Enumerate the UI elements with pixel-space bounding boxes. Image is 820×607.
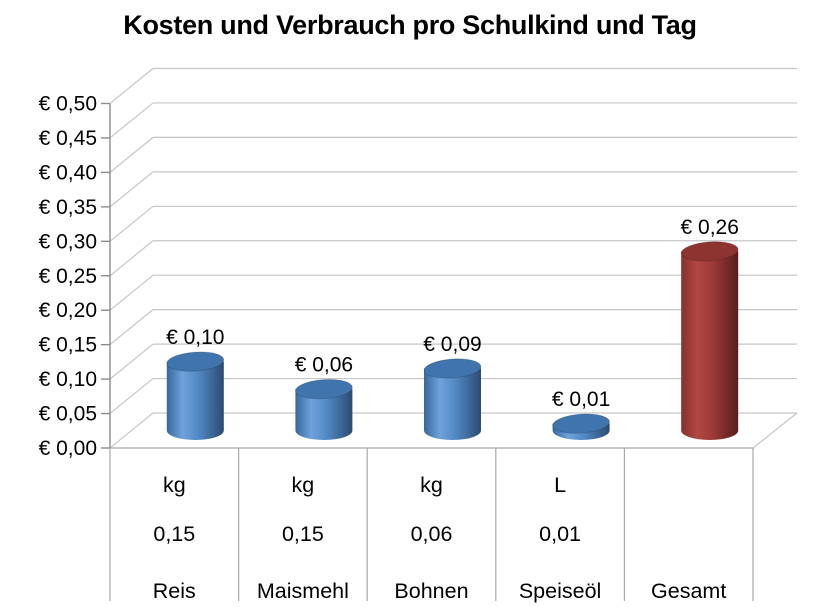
table-cell-amount: 0,15 <box>153 522 195 546</box>
gridline-connector <box>109 309 154 346</box>
table-cell-unit: kg <box>292 473 315 497</box>
y-axis-tick-label: € 0,00 <box>39 437 97 460</box>
cylinder-body <box>166 361 224 440</box>
y-axis-tick-label: € 0,25 <box>39 265 97 288</box>
table-cell-unit: kg <box>163 473 186 497</box>
gridline-connector <box>109 136 154 173</box>
bar-value-label: € 0,09 <box>423 333 481 356</box>
bar-value-label: € 0,26 <box>681 216 739 239</box>
gridline-connector <box>109 274 154 311</box>
cylinder-top <box>295 379 353 400</box>
gridline-connector <box>109 343 154 380</box>
y-axis-tick-label: € 0,10 <box>39 368 97 391</box>
cylinder-body <box>295 389 353 440</box>
y-axis-tick-label: € 0,35 <box>39 196 97 219</box>
cylinder-body <box>681 251 739 440</box>
table-cell-category: Speiseöl <box>519 579 601 603</box>
cylinder-body <box>424 368 481 440</box>
y-axis-tick-label: € 0,15 <box>39 334 97 357</box>
y-axis-tick-label: € 0,45 <box>39 127 97 150</box>
bar-value-label: € 0,01 <box>552 388 610 411</box>
table-cell-category: Gesamt <box>651 579 726 603</box>
gridline-connector <box>109 205 154 242</box>
chart-title: Kosten und Verbrauch pro Schulkind und T… <box>123 10 697 40</box>
table-cell-unit: kg <box>420 473 443 497</box>
cylinder-top <box>166 351 225 372</box>
bar-value-label: € 0,06 <box>295 354 353 377</box>
cylinder-bar <box>295 379 353 440</box>
cylinder-top <box>680 241 739 262</box>
cylinder-top <box>552 413 610 434</box>
gridline-connector <box>109 240 154 277</box>
bar-value-label: € 0,10 <box>166 326 224 349</box>
y-axis-tick-label: € 0,40 <box>39 161 97 184</box>
cylinder-bar <box>423 358 482 440</box>
cylinder-bar <box>166 351 225 440</box>
y-axis-tick-label: € 0,50 <box>39 93 97 116</box>
gridline-connector <box>109 412 154 449</box>
gridline-connector <box>109 171 154 208</box>
table-cell-category: Reis <box>153 579 196 603</box>
y-axis-tick-label: € 0,30 <box>39 230 97 253</box>
cylinder-bar <box>552 413 610 440</box>
floor-right-edge <box>752 412 798 449</box>
y-axis-tick-label: € 0,05 <box>39 403 97 426</box>
y-axis-tick-label: € 0,20 <box>39 299 97 322</box>
table-cell-category: Bohnen <box>394 579 468 603</box>
table-cell-amount: 0,01 <box>539 522 581 546</box>
gridline-connector <box>109 102 154 139</box>
table-cell-category: Maismehl <box>257 579 349 603</box>
gridline-connector <box>109 68 154 104</box>
table-cell-amount: 0,06 <box>411 522 453 546</box>
cylinder-bar <box>680 241 739 440</box>
table-cell-unit: L <box>554 473 566 497</box>
table-cell-amount: 0,15 <box>282 522 324 546</box>
gridline-connector <box>109 378 154 415</box>
cylinder-top <box>423 358 482 379</box>
